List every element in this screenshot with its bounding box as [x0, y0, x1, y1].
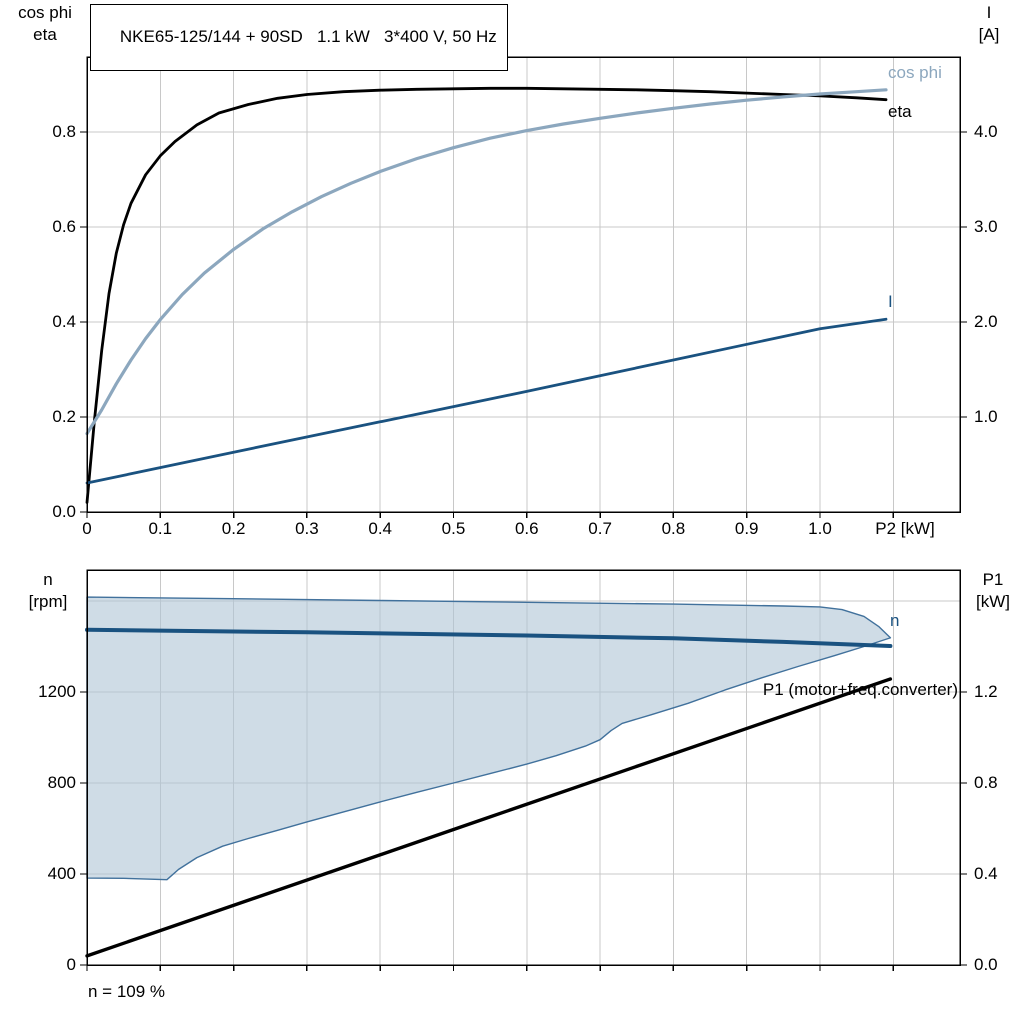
x-tick-label: 0.2: [221, 519, 246, 538]
curve-label-n: n: [890, 611, 900, 630]
curve-label-p1: P1 (motor+freq.converter): [762, 680, 958, 699]
curve-p1: [85, 677, 893, 958]
curve-cos-phi: [85, 88, 888, 436]
top-right-axis-label-ampere-unit: [A]: [978, 25, 1000, 44]
y-right-tick-label: 2.0: [974, 312, 998, 332]
bottom-left-axis-label-rpm-unit: [rpm]: [28, 592, 68, 611]
bottom-right-axis-label-kw-unit: [kW]: [976, 592, 1010, 611]
x-tick-label: 1.0: [808, 519, 832, 538]
speed-annotation: n = 109 %: [88, 982, 166, 1001]
y-left-tick-label: 0.0: [52, 502, 76, 521]
x-tick-label: 0.5: [441, 519, 466, 538]
y-right-tick-label: 3.0: [974, 217, 998, 237]
y-right-tick-label: 1.0: [974, 407, 998, 426]
bottom-right-axis-label-p1: P1: [982, 570, 1004, 589]
y-right-tick-label: 0.8: [974, 772, 998, 792]
y-left-tick-label: 400: [47, 863, 76, 883]
y-left-tick-label: 800: [47, 772, 76, 792]
curve-label-current: I: [888, 292, 893, 311]
x-tick-label: 0.3: [295, 519, 319, 538]
x-tick-label: 0: [82, 519, 92, 538]
bottom-left-axis-label-n: n: [43, 570, 53, 589]
curve-speed: [85, 627, 893, 648]
y-left-tick-label: 0: [66, 955, 76, 974]
x-tick-label: 0.9: [734, 519, 759, 538]
top-right-axis-label-current: I: [986, 3, 992, 22]
y-right-tick-label: 0.4: [974, 863, 998, 883]
top-left-axis-label-eta: eta: [33, 25, 57, 44]
y-right-tick-label: 4.0: [974, 122, 998, 142]
y-left-tick-label: 0.2: [52, 407, 76, 426]
plot-frame: [86, 56, 961, 513]
curve-label-eta: eta: [888, 102, 912, 121]
y-left-tick-label: 0.4: [52, 312, 76, 332]
plot-frame: [86, 569, 961, 966]
curve-eta: [85, 86, 888, 504]
x-tick-label: 0.1: [148, 519, 173, 538]
y-left-tick-label: 0.8: [52, 122, 76, 142]
y-left-tick-label: 0.6: [52, 217, 76, 237]
y-left-tick-label: 1200: [38, 681, 76, 701]
curve-label-cos-phi: cos phi: [888, 63, 942, 82]
y-right-tick-label: 1.2: [974, 681, 998, 701]
speed-range-area: [86, 596, 892, 881]
x-tick-label: 0.7: [588, 519, 612, 538]
chart-title: NKE65-125/144 + 90SD 1.1 kW 3*400 V, 50 …: [119, 27, 497, 46]
chart-title-box: NKE65-125/144 + 90SD 1.1 kW 3*400 V, 50 …: [90, 4, 508, 71]
x-tick-label: 0.8: [661, 519, 686, 538]
top-left-axis-label-cosphi: cos phi: [18, 3, 72, 22]
curve-current: [85, 317, 888, 485]
x-tick-label: 0.6: [514, 519, 539, 538]
x-tick-label: 0.4: [368, 519, 392, 538]
y-right-tick-label: 0.0: [974, 955, 998, 974]
x-axis-label-p2: P2 [kW]: [875, 519, 935, 538]
